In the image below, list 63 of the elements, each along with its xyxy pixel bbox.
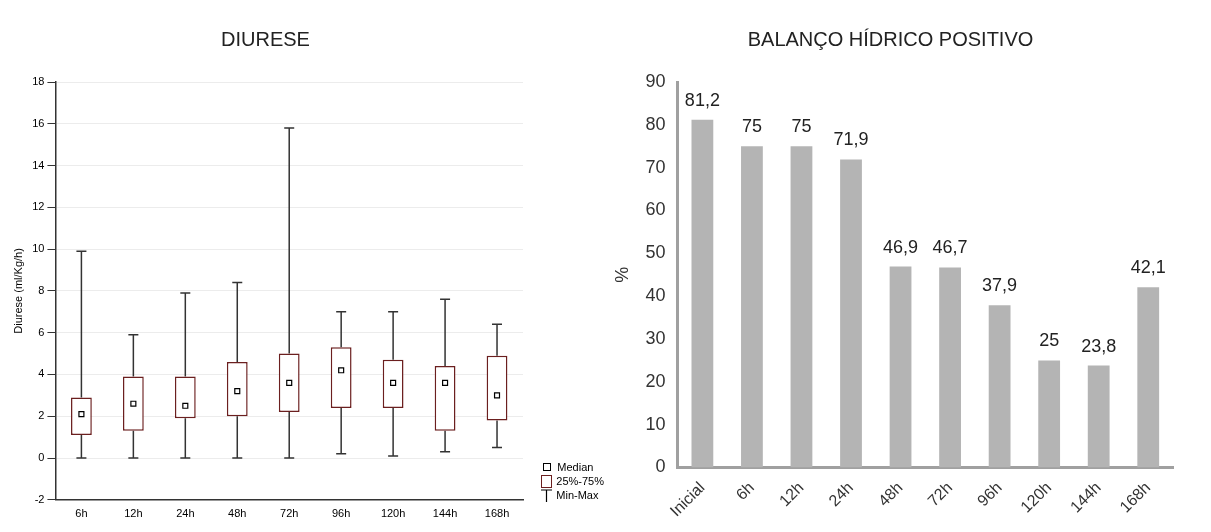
y-tick-label: 40 <box>645 285 666 306</box>
y-tick-label: 30 <box>645 327 666 348</box>
data-label: 46,9 <box>883 236 919 257</box>
text: Min-Max <box>556 488 599 502</box>
bar <box>889 266 912 468</box>
bar <box>691 119 714 468</box>
y-tick-label: 18 <box>32 75 45 88</box>
x-tick-label: 24h <box>176 507 195 520</box>
x-tick-label: 96h <box>331 507 351 520</box>
data-label: 75 <box>791 116 812 137</box>
y-tick-label: -2 <box>34 492 45 505</box>
data-label: 71,9 <box>833 129 869 150</box>
text: Median <box>557 460 594 474</box>
data-label: 75 <box>741 116 762 137</box>
bar <box>988 305 1011 468</box>
x-tick-label: 6h <box>732 478 758 504</box>
y-tick-label: 8 <box>38 283 45 296</box>
data-label: 25 <box>1039 330 1060 351</box>
chart-title: DIURESE <box>221 27 310 50</box>
y-tick-label: 16 <box>32 116 45 129</box>
bar <box>1038 360 1061 468</box>
bar <box>741 146 763 468</box>
y-tick-label: 90 <box>645 70 666 91</box>
y-axis-title: % <box>611 266 632 283</box>
y-tick-label: 12 <box>32 200 45 213</box>
y-tick-label: 10 <box>32 242 45 255</box>
x-tick-label: 12h <box>124 507 143 520</box>
data-label: 37,9 <box>982 275 1018 296</box>
y-tick-label: 20 <box>645 370 666 391</box>
bar <box>1137 287 1160 468</box>
data-label: 81,2 <box>684 89 720 110</box>
y-tick-label: 80 <box>645 113 666 134</box>
y-tick-label: 60 <box>645 199 666 220</box>
x-tick-label: 12h <box>775 478 807 510</box>
x-tick-label: 24h <box>825 478 857 510</box>
y-tick-label: 0 <box>38 451 45 464</box>
bar <box>939 267 961 468</box>
y-tick-label: 14 <box>32 158 45 171</box>
bar <box>790 146 813 468</box>
chart-title: BALANÇO HÍDRICO POSITIVO <box>747 27 1034 50</box>
y-tick-label: 2 <box>38 409 45 422</box>
y-tick-label: 70 <box>645 156 666 177</box>
x-tick-label: 6h <box>75 507 88 520</box>
bar <box>1087 365 1110 468</box>
x-tick-label: 48h <box>874 478 906 510</box>
x-tick-label: 72h <box>280 507 299 520</box>
y-tick-label: 6 <box>38 325 45 338</box>
x-tick-label: 168h <box>484 507 510 520</box>
y-tick-label: 50 <box>645 242 666 263</box>
y-tick-label: 0 <box>655 456 666 477</box>
x-tick-label: 120h <box>380 507 406 520</box>
x-tick-label: 96h <box>973 478 1005 510</box>
text: 25%-75% <box>556 474 604 488</box>
data-label: 23,8 <box>1081 335 1117 356</box>
y-tick-label: 10 <box>645 413 666 434</box>
y-tick-label: 4 <box>38 367 45 380</box>
x-tick-label: 72h <box>924 478 956 510</box>
x-tick-label: 144h <box>432 507 458 520</box>
y-axis-title: Diurese (ml/Kg/h) <box>11 248 24 334</box>
data-label: 46,7 <box>932 237 968 258</box>
bar <box>840 159 862 468</box>
data-label: 42,1 <box>1130 257 1166 278</box>
x-tick-label: 48h <box>228 507 247 520</box>
